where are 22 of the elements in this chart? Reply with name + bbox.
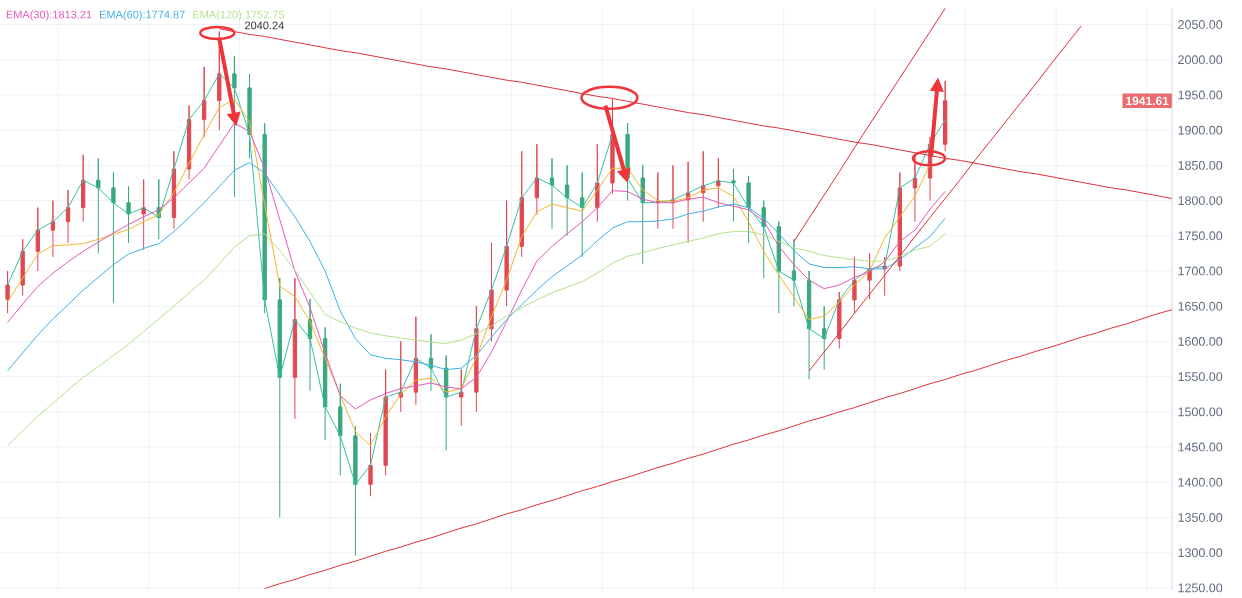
annotation: 1941.61: [1126, 96, 1169, 106]
y-tick-label: 1500.00: [1178, 407, 1223, 417]
y-tick-label: 1800.00: [1178, 196, 1223, 206]
text: EMA(30):1813.21: [6, 10, 92, 21]
annotation: 2040.24: [245, 21, 284, 30]
y-tick-label: 1250.00: [1178, 583, 1223, 593]
text: EMA(60):1774.87: [100, 10, 185, 21]
y-tick-label: 1450.00: [1178, 442, 1223, 452]
y-tick-label: 1600.00: [1178, 336, 1223, 346]
y-tick-label: 2050.00: [1178, 20, 1223, 29]
y-tick-label: 1950.00: [1178, 90, 1223, 100]
y-tick-label: 1350.00: [1178, 513, 1223, 522]
text: EMA(120):1752.75: [193, 10, 285, 21]
y-tick-label: 1900.00: [1178, 125, 1223, 135]
y-tick-label: 1550.00: [1178, 372, 1223, 382]
y-tick-label: 1850.00: [1178, 160, 1223, 170]
y-tick-label: 1750.00: [1178, 231, 1223, 241]
y-tick-label: 1700.00: [1178, 266, 1223, 276]
y-tick-label: 1650.00: [1178, 301, 1223, 311]
y-tick-label: 2000.00: [1178, 55, 1223, 65]
y-tick-label: 1300.00: [1178, 548, 1223, 558]
y-tick-label: 1400.00: [1178, 477, 1223, 487]
